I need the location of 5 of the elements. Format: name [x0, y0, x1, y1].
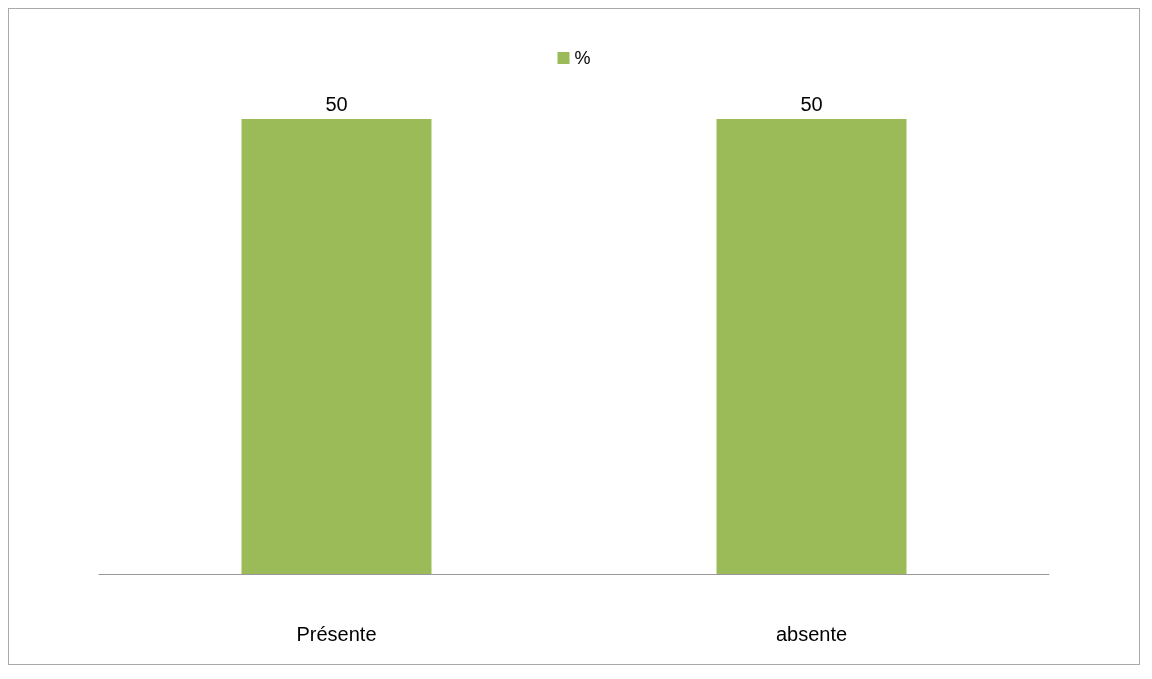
data-label: 50 — [800, 93, 823, 115]
x-tick-label: Présente — [296, 623, 377, 645]
x-tick-label: absente — [775, 623, 848, 645]
data-label: 50 — [325, 93, 348, 115]
legend-label: % — [574, 48, 591, 68]
